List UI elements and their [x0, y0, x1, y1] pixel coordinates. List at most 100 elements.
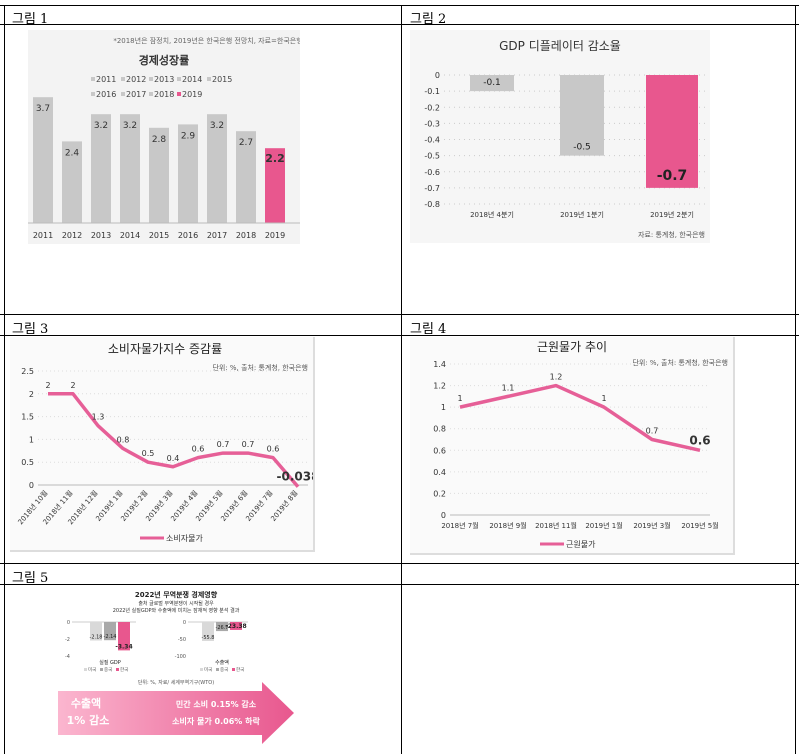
chart3-value-label: 0.6: [192, 445, 205, 454]
chart4-y-tick: 1.2: [433, 382, 446, 391]
chart2-y-tick: -0.7: [424, 184, 440, 193]
chart1-x-label: 2015: [149, 231, 169, 240]
chart1-value-label: 2.7: [239, 138, 253, 148]
chart1-value-label: 2.2: [265, 152, 285, 165]
chart4-value-label: 1: [601, 394, 606, 403]
chart4-y-tick: 1.4: [433, 360, 446, 369]
chart2-y-tick: -0.5: [424, 152, 440, 161]
chart1-bar: [149, 127, 169, 223]
chart2-value-label: -0.1: [483, 78, 501, 88]
chart5-value-label: -3.34: [115, 643, 132, 650]
chart1-legend-swatch: [207, 77, 211, 81]
chart4-x-label: 2019년 3월: [633, 521, 670, 530]
chart1-legend-label: 2019: [182, 90, 202, 99]
chart1-x-label: 2016: [178, 231, 198, 240]
chart2-y-tick: -0.1: [424, 87, 440, 96]
chart5-subtitle-2: 2022년 실질GDP와 수출액에 미치는 잠재적 영향 분석 결과: [113, 607, 240, 614]
chart4-x-label: 2018년 7월: [441, 521, 478, 530]
chart3-value-label: 0.7: [242, 440, 255, 449]
caption-figure-4: 그림 4: [410, 322, 447, 337]
chart1-bar: [120, 114, 140, 223]
chart1-bar: [62, 141, 82, 223]
chart3-value-label: 0.8: [117, 436, 130, 445]
chart2-x-label: 2019년 1분기: [560, 210, 604, 219]
chart1-x-label: 2011: [33, 231, 53, 240]
chart1-legend-label: 2012: [126, 75, 146, 84]
caption-figure-3: 그림 3: [12, 322, 49, 337]
chart4-y-tick: 1: [441, 403, 446, 412]
table-border-left: [4, 5, 5, 754]
chart1-x-label: 2013: [91, 231, 111, 240]
chart3-value-label: -0.038: [277, 470, 315, 484]
chart4-x-label: 2018년 9월: [489, 521, 526, 530]
chart5-bar: [118, 622, 130, 651]
chart1-bar: [236, 131, 256, 223]
chart5-legend-swatch: [100, 668, 103, 671]
table-row-divider-5: [0, 584, 799, 585]
chart-core-inflation: 근원물가 추이 단위: %, 출처: 통계청, 한국은행 0 0.2 0.4 0.6 0…: [410, 337, 735, 555]
chart2-bar: [646, 75, 698, 188]
chart3-value-label: 2: [45, 381, 50, 390]
chart-gdp-deflator-svg: GDP 디플레이터 감소율 0 -0.1 -0.2 -0.3 -0.4 -0.5 -0.6 -…: [424, 39, 705, 239]
chart1-legend-label: 2016: [96, 90, 116, 99]
chart5-legend-swatch: [216, 668, 219, 671]
chart1-bar: [33, 97, 53, 223]
chart5-legend-label: 한국: [236, 667, 244, 673]
chart5-arrow-left-line1: 수출액: [71, 696, 101, 710]
chart1-bar: [265, 148, 285, 223]
chart2-y-tick: -0.4: [424, 136, 440, 145]
chart1-bar: [207, 114, 227, 223]
chart5-arrow-right-line2: 소비자 물가 0.06% 하락: [172, 716, 260, 726]
table-row-divider-4: [0, 563, 799, 564]
chart3-value-label: 0.6: [267, 445, 280, 454]
chart2-x-label: 2018년 4분기: [470, 210, 514, 219]
chart1-legend-swatch: [177, 77, 181, 81]
table-column-divider: [401, 5, 402, 754]
chart-trade-dispute: 2022년 무역분쟁 경제영향 출처 글로벌 무역분쟁이 시작될 경우 2022…: [56, 588, 296, 746]
chart1-value-label: 2.4: [65, 148, 80, 158]
chart5-value-label: -2.18: [90, 635, 103, 641]
chart1-legend-label: 2014: [182, 75, 202, 84]
chart5-arrow-right-line1: 민간 소비 0.15% 감소: [176, 699, 257, 709]
chart4-legend-label: 근원물가: [566, 540, 596, 549]
chart1-bar: [178, 124, 198, 223]
chart4-value-label: 0.6: [689, 433, 710, 447]
chart3-unit-note: 단위: %, 출처: 통계청, 한국은행: [212, 363, 308, 372]
chart4-series-line: [459, 383, 701, 452]
chart2-y-tick: -0.8: [424, 200, 440, 209]
chart5-bar: [216, 622, 228, 632]
chart1-legend-label: 2011: [96, 75, 116, 84]
chart1-legend-swatch: [91, 92, 95, 96]
chart-trade-dispute-svg: 2022년 무역분쟁 경제영향 출처 글로벌 무역분쟁이 시작될 경우 2022…: [58, 590, 294, 744]
chart5-value-label: -2.14: [104, 634, 117, 640]
chart3-y-tick: 2: [29, 390, 34, 399]
chart5-legend-label: 한국: [120, 667, 128, 673]
chart5-y-tick: 0: [67, 620, 70, 626]
chart4-unit-note: 단위: %, 출처: 통계청, 한국은행: [632, 358, 728, 367]
chart5-subtitle-1: 출처 글로벌 무역분쟁이 시작될 경우: [138, 600, 214, 607]
table-border-top: [0, 5, 799, 6]
chart3-value-label: 0.7: [217, 440, 230, 449]
chart1-title: 경제성장률: [139, 53, 190, 67]
chart1-x-label: 2017: [207, 231, 227, 240]
chart1-value-label: 3.7: [36, 104, 50, 114]
chart1-legend-label: 2013: [154, 75, 174, 84]
table-border-right: [795, 5, 796, 754]
chart1-x-label: 2018: [236, 231, 256, 240]
chart4-value-label: 0.7: [646, 427, 659, 436]
chart5-group-label: 수출액: [215, 659, 229, 666]
chart5-bar: [104, 622, 116, 641]
chart5-bar: [90, 622, 102, 641]
chart1-legend-swatch: [177, 92, 181, 96]
chart4-title: 근원물가 추이: [537, 340, 607, 354]
chart4-x-label: 2018년 11월: [535, 521, 577, 530]
chart2-value-label: -0.7: [657, 168, 688, 184]
chart5-legend-label: 미국: [204, 666, 212, 673]
chart3-value-label: 1.3: [92, 413, 105, 422]
chart-cpi-change-svg: 소비자물가지수 증감률 단위: %, 출처: 통계청, 한국은행 0 0.5 1 1.…: [16, 342, 315, 543]
chart5-y-tick: -2: [65, 637, 70, 643]
chart2-y-tick: -0.6: [424, 168, 440, 177]
chart2-bar: [470, 75, 514, 92]
chart4-y-tick: 0.8: [433, 425, 446, 434]
chart1-value-label: 3.2: [94, 121, 108, 131]
